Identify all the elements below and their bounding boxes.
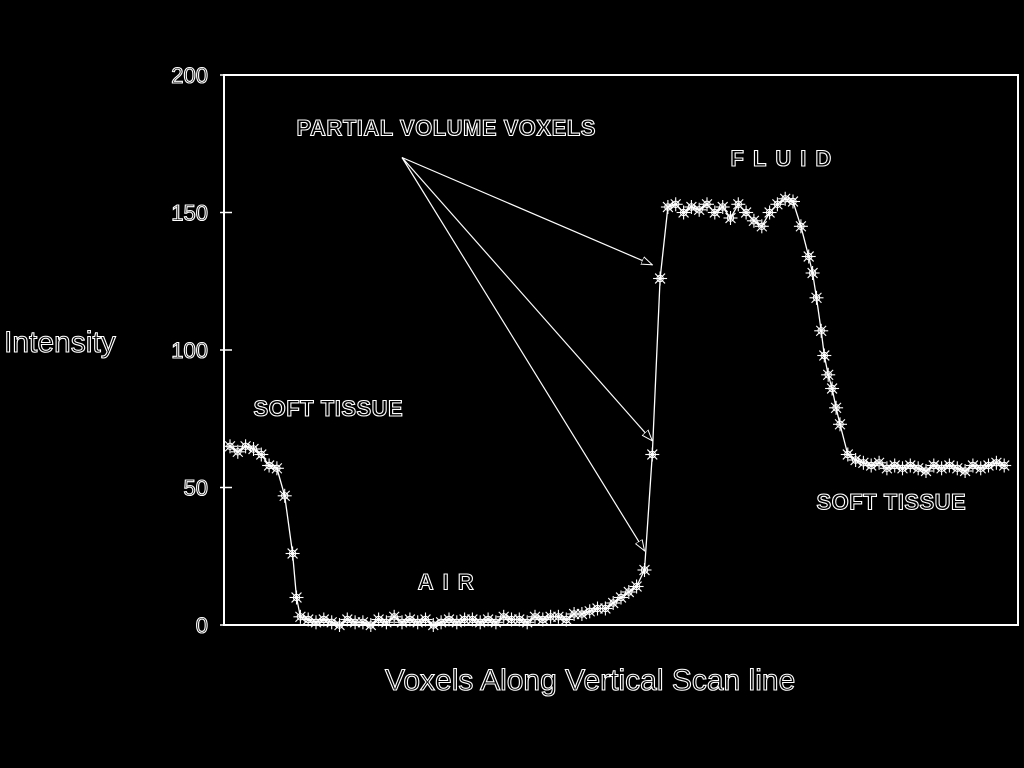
y-tick-label: 200 — [171, 63, 208, 88]
data-point — [793, 219, 808, 234]
data-point — [481, 612, 496, 627]
data-point — [809, 290, 824, 305]
data-point — [535, 612, 550, 627]
data-point — [520, 615, 535, 630]
data-point — [289, 590, 304, 605]
data-point — [825, 381, 840, 396]
data-point — [895, 461, 910, 476]
y-axis-ticks — [220, 74, 232, 626]
data-point — [872, 455, 887, 470]
plot-frame — [223, 74, 1019, 626]
data-point — [559, 612, 574, 627]
data-point — [254, 447, 269, 462]
annotation-arrow — [401, 157, 652, 441]
data-point — [606, 596, 621, 610]
x-axis-label: Voxels Along Vertical Scan line — [385, 664, 795, 697]
data-point — [488, 615, 503, 630]
data-point — [629, 579, 644, 594]
data-point — [246, 442, 261, 456]
y-tick-label: 0 — [196, 613, 208, 638]
data-point — [723, 211, 738, 225]
annotation-air: AIR — [418, 569, 483, 594]
annotation-arrow — [401, 157, 645, 551]
data-point — [958, 464, 973, 478]
data-point — [786, 194, 800, 209]
data-point — [805, 266, 820, 280]
annotation-partial-volume-voxels: PARTIAL VOLUME VOXELS — [297, 116, 596, 141]
data-point — [277, 488, 292, 503]
data-point — [770, 197, 785, 212]
data-point — [363, 618, 378, 632]
data-point — [528, 609, 542, 624]
data-point — [418, 612, 433, 627]
data-point — [840, 447, 855, 462]
data-point — [332, 618, 347, 632]
data-point — [989, 455, 1004, 470]
data-point — [598, 601, 613, 616]
annotation-soft-tissue-right: SOFT TISSUE — [817, 490, 967, 515]
data-point — [707, 205, 722, 220]
y-tick-label: 150 — [171, 201, 208, 226]
data-point — [911, 461, 926, 476]
data-point — [621, 585, 636, 599]
data-point — [653, 271, 668, 286]
data-point — [715, 200, 730, 214]
y-axis-tick-labels: 0 50 100 150 200 — [171, 62, 209, 638]
data-point — [387, 609, 402, 624]
data-point — [230, 444, 245, 459]
data-point — [457, 612, 472, 627]
data-point — [676, 205, 691, 220]
data-point — [879, 461, 894, 476]
data-point — [997, 458, 1012, 473]
data-point — [223, 439, 237, 454]
annotation-fluid: FLUID — [731, 146, 841, 171]
data-point — [692, 202, 707, 217]
data-point — [817, 348, 832, 363]
data-point — [551, 609, 566, 624]
data-point — [821, 367, 836, 382]
data-point — [379, 615, 394, 630]
data-point — [833, 417, 847, 432]
y-tick-label: 100 — [171, 338, 208, 363]
data-point — [762, 205, 777, 220]
data-point — [504, 612, 519, 627]
data-point — [473, 615, 488, 630]
y-axis-label: Intensity — [4, 326, 116, 359]
data-point — [919, 464, 933, 478]
data-point — [950, 461, 965, 476]
annotation-arrow — [401, 156, 652, 265]
annotation-soft-tissue-left: SOFT TISSUE — [254, 396, 404, 421]
data-point — [324, 615, 339, 630]
y-tick-label: 50 — [184, 476, 208, 501]
data-point — [754, 219, 769, 234]
annotation-arrows — [401, 156, 652, 551]
data-point — [614, 590, 628, 605]
data-point — [981, 458, 996, 473]
data-point — [856, 455, 871, 470]
data-point — [829, 400, 844, 415]
data-point — [645, 447, 660, 462]
data-point — [814, 323, 829, 338]
data-point — [269, 461, 284, 476]
data-point — [285, 546, 300, 561]
data-point — [746, 213, 761, 228]
data-point — [801, 249, 816, 264]
marker-layer — [223, 191, 1012, 632]
data-point — [637, 563, 652, 577]
